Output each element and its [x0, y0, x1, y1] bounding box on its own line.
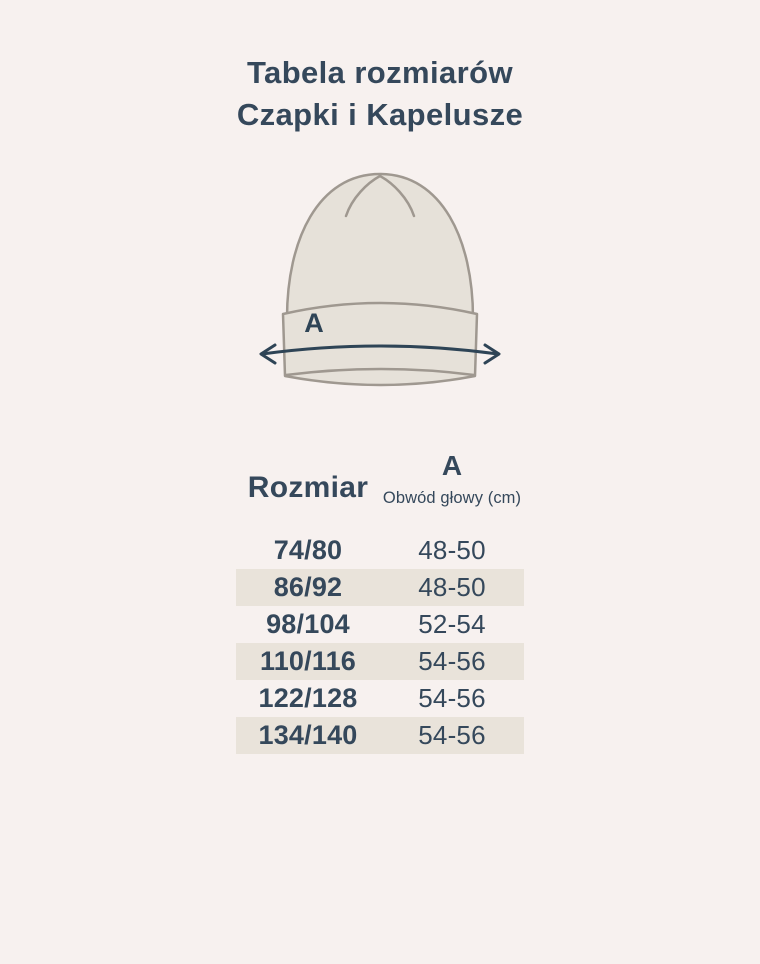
table-row: 134/140 54-56	[236, 717, 524, 754]
table-row: 98/104 52-54	[236, 606, 524, 643]
size-cell: 122/128	[258, 683, 358, 713]
beanie-cuff	[281, 301, 479, 387]
size-cell: 134/140	[258, 720, 358, 750]
circumference-cell: 54-56	[418, 720, 486, 750]
circumference-cell: 48-50	[418, 535, 486, 565]
table-row: 86/92 48-50	[236, 569, 524, 606]
size-table-header: Rozmiar A Obwód głowy (cm)	[236, 450, 524, 508]
size-chart-page: Tabela rozmiarów Czapki i Kapelusze A Roz…	[0, 52, 760, 964]
measurement-label-a: A	[304, 308, 324, 338]
size-cell: 98/104	[266, 609, 350, 639]
arrowhead-right	[483, 343, 501, 365]
size-table: Rozmiar A Obwód głowy (cm) 74/80 48-50 8…	[236, 450, 524, 754]
arrowhead-left	[259, 343, 277, 365]
measurement-arrow-icon	[260, 344, 500, 356]
page-title: Tabela rozmiarów Czapki i Kapelusze	[0, 52, 760, 136]
size-cell: 74/80	[273, 535, 343, 565]
column-header-a-label: A	[441, 450, 463, 481]
column-header-a-subtitle: Obwód głowy (cm)	[382, 489, 522, 507]
circumference-cell: 54-56	[418, 683, 486, 713]
size-cell: 86/92	[273, 572, 343, 602]
page-title-line1: Tabela rozmiarów	[247, 55, 513, 90]
size-table-body: 74/80 48-50 86/92 48-50 98/104 52-54 110…	[236, 532, 524, 754]
beanie-seam-left	[344, 174, 382, 218]
table-row: 74/80 48-50	[236, 532, 524, 569]
beanie-crown	[285, 172, 475, 320]
beanie-hat-icon: A	[259, 172, 501, 387]
page-title-line2: Czapki i Kapelusze	[236, 97, 524, 132]
circumference-cell: 52-54	[418, 609, 486, 639]
table-row: 122/128 54-56	[236, 680, 524, 717]
column-header-size: Rozmiar	[247, 471, 369, 504]
beanie-seam-right	[378, 174, 416, 218]
circumference-cell: 54-56	[418, 646, 486, 676]
beanie-rim-line	[284, 367, 476, 377]
column-header-circumference: A Obwód głowy (cm)	[380, 450, 524, 508]
hat-illustration: A	[0, 158, 760, 408]
circumference-cell: 48-50	[418, 572, 486, 602]
table-row: 110/116 54-56	[236, 643, 524, 680]
size-cell: 110/116	[259, 646, 357, 676]
